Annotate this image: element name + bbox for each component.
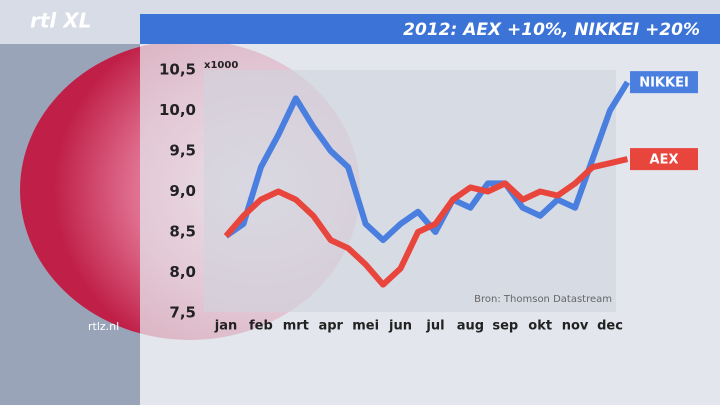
x-tick-label: aug [457, 319, 484, 334]
legend-label: NIKKEI [639, 76, 689, 91]
site: rtlz.nl [88, 320, 119, 333]
series-line [223, 156, 629, 288]
x-tick-label: jun [388, 319, 412, 334]
y-tick-label: 7,5 [169, 304, 196, 322]
chart-title: 2012: AEX +10%, NIKKEI +20% [403, 20, 700, 40]
x-tick-label: apr [318, 319, 343, 334]
x-tick-label: nov [562, 319, 589, 334]
series-line [224, 80, 631, 244]
y-tick-label: 10,0 [159, 101, 196, 119]
legend-box [630, 71, 698, 94]
x-tick-label: sep [492, 319, 518, 334]
x-tick-label: jul [425, 319, 444, 334]
plot-area [204, 70, 616, 312]
legend-box [630, 148, 698, 171]
y-tick-label: 9,5 [169, 142, 196, 160]
x-tick-label: mei [352, 319, 379, 334]
x-tick-label: dec [597, 319, 623, 334]
x-tick-label: okt [528, 319, 552, 334]
y-tick-label: 8,5 [169, 223, 196, 241]
x-tick-label: feb [249, 319, 273, 334]
x-tick-label: jan [214, 319, 237, 334]
logo: rtl XL [30, 9, 91, 33]
y-tick-label: 8,0 [169, 263, 196, 281]
legend-label: AEX [650, 153, 679, 168]
header-bar [140, 14, 720, 44]
y-tick-label: 10,5 [159, 61, 196, 79]
y-unit: x1000 [204, 60, 238, 71]
x-tick-label: mrt [283, 319, 309, 334]
source: Bron: Thomson Datastream [474, 294, 612, 305]
y-tick-label: 9,0 [169, 182, 196, 200]
